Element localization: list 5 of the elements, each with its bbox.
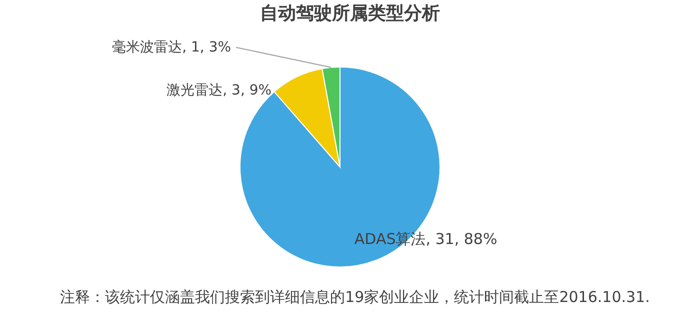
slice-label: 毫米波雷达, 1, 3% [112,39,232,56]
slice-label: ADAS算法, 31, 88% [354,230,498,248]
slice-label: 激光雷达, 3, 9% [166,82,272,99]
chart-title: 自动驾驶所属类型分析 [260,3,440,24]
text: 注释：该统计仅涵盖我们搜索到详细信息的19家创业企业，统计时间截止至2016.10.31. [60,288,650,306]
